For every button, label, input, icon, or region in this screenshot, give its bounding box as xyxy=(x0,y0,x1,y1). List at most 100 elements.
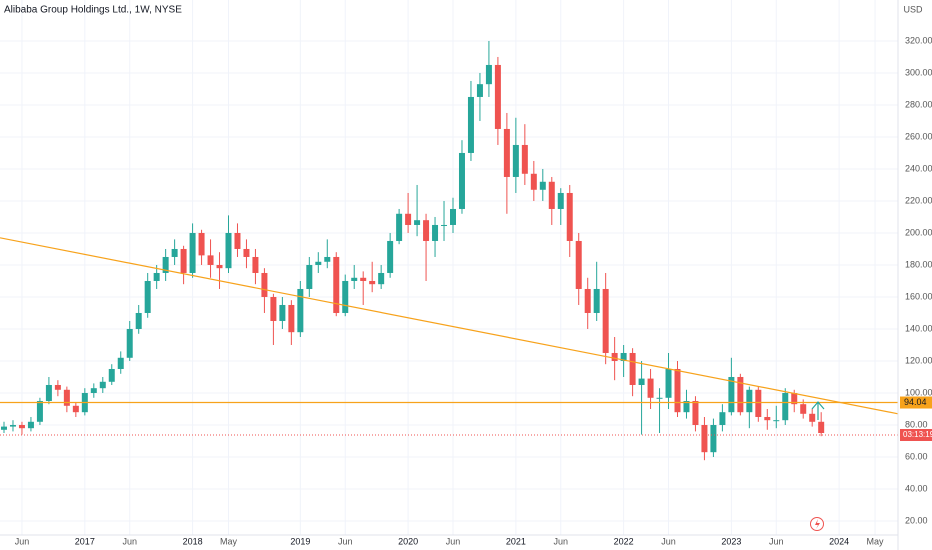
y-tick-label: 100.00 xyxy=(905,387,932,397)
candle-body xyxy=(441,224,448,226)
candle-body xyxy=(243,248,250,257)
x-tick-label: 2021 xyxy=(506,536,526,546)
y-tick-label: 280.00 xyxy=(905,99,932,109)
x-tick-label: Jun xyxy=(554,536,569,546)
candle-body xyxy=(405,213,412,225)
candle-body xyxy=(297,288,304,333)
y-tick-label: 160.00 xyxy=(905,291,932,301)
candle-body xyxy=(530,173,537,190)
x-tick-label: Jun xyxy=(15,536,30,546)
flash-icon[interactable] xyxy=(810,517,824,531)
candle-body xyxy=(611,352,618,361)
candle-body xyxy=(9,424,16,427)
candle-body xyxy=(773,420,780,422)
y-tick-label: 240.00 xyxy=(905,163,932,173)
candle-body xyxy=(99,381,106,389)
y-tick-label: 140.00 xyxy=(905,323,932,333)
candle-body xyxy=(584,288,591,313)
candle-body xyxy=(162,256,169,273)
candle-body xyxy=(54,384,61,390)
candle-body xyxy=(216,264,223,269)
x-tick-label: 2020 xyxy=(398,536,418,546)
candle-body xyxy=(378,272,385,285)
x-tick-label: May xyxy=(220,536,238,546)
candle-body xyxy=(261,272,268,297)
candle-body xyxy=(423,220,430,241)
candle-body xyxy=(153,272,160,281)
candle-body xyxy=(818,421,825,433)
candle-body xyxy=(1,426,7,430)
candle-body xyxy=(315,261,322,265)
candle-body xyxy=(252,256,259,273)
candle-body xyxy=(575,240,582,289)
y-tick-label: 200.00 xyxy=(905,227,932,237)
candle-body xyxy=(602,288,609,353)
candle-body xyxy=(755,389,762,417)
candle-body xyxy=(764,416,771,421)
candle-body xyxy=(450,208,456,225)
candle-body xyxy=(467,96,474,153)
grid xyxy=(0,0,898,535)
countdown-tag xyxy=(900,428,932,441)
candle-body xyxy=(369,280,376,285)
y-tick-label: 220.00 xyxy=(905,195,932,205)
candle-body xyxy=(27,421,34,429)
x-tick-label: 2018 xyxy=(183,536,203,546)
candle-body xyxy=(539,181,546,190)
x-tick-label: 2017 xyxy=(75,536,95,546)
candle-body xyxy=(521,144,528,174)
y-tick-label: 20.00 xyxy=(905,515,928,525)
candle-body xyxy=(557,192,564,209)
candle-body xyxy=(342,280,349,313)
candle-body xyxy=(225,232,232,269)
x-tick-label: 2024 xyxy=(829,536,849,546)
candle-body xyxy=(665,368,672,398)
candle-body xyxy=(198,232,205,256)
candle-body xyxy=(701,424,708,453)
candle-body xyxy=(674,368,681,413)
candle-body xyxy=(620,352,627,361)
candle-body xyxy=(90,388,97,393)
candle-body xyxy=(728,376,735,413)
x-tick-label: May xyxy=(867,536,885,546)
candle-body xyxy=(387,240,394,273)
candle-body xyxy=(63,389,70,406)
x-tick-label: Jun xyxy=(122,536,137,546)
candle-body xyxy=(414,220,421,225)
candle-body xyxy=(458,152,465,209)
candle-body xyxy=(809,413,816,422)
x-tick-label: Jun xyxy=(446,536,461,546)
price-tag xyxy=(900,396,932,409)
candle-body xyxy=(476,84,483,97)
candle-body xyxy=(737,376,744,413)
candle-body xyxy=(719,412,726,425)
candle-body xyxy=(324,256,331,262)
candle-body xyxy=(485,64,492,85)
candle-body xyxy=(18,424,25,429)
candle-body xyxy=(126,328,133,358)
x-tick-label: Jun xyxy=(769,536,784,546)
candle-body xyxy=(566,192,573,241)
y-tick-label: 120.00 xyxy=(905,355,932,365)
candle-body xyxy=(117,357,124,369)
x-tick-label: 2023 xyxy=(721,536,741,546)
candle-body xyxy=(656,397,663,399)
x-tick-label: Jun xyxy=(661,536,676,546)
candle-body xyxy=(638,378,645,385)
trendline xyxy=(0,237,899,415)
candle-body xyxy=(396,213,403,241)
arrow-drawing xyxy=(811,401,825,420)
candle-body xyxy=(279,304,286,321)
candle-body xyxy=(144,280,151,313)
candle-body xyxy=(629,352,636,385)
candle-body xyxy=(593,288,600,313)
candle-body xyxy=(360,277,367,281)
price-tag-label: 94.04 xyxy=(904,397,927,407)
candle-body xyxy=(45,384,52,401)
candle-body xyxy=(512,144,519,177)
axes: 20.00 40.00 60.00 80.00 100.00 120.00 140.00 16… xyxy=(15,35,932,546)
candle-body xyxy=(72,405,79,413)
currency: USD xyxy=(903,4,923,14)
candle-body xyxy=(710,424,717,453)
